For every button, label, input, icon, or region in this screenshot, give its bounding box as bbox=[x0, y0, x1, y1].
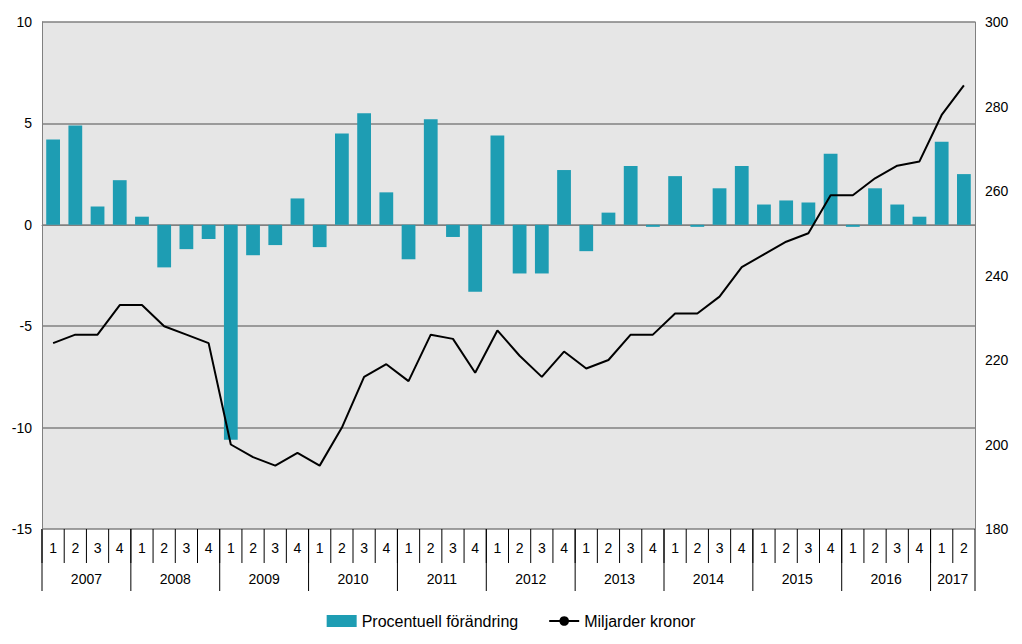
svg-text:4: 4 bbox=[205, 540, 213, 556]
svg-text:2009: 2009 bbox=[249, 571, 280, 587]
svg-text:4: 4 bbox=[382, 540, 390, 556]
svg-text:0: 0 bbox=[24, 217, 32, 233]
svg-text:2: 2 bbox=[71, 540, 79, 556]
svg-text:-15: -15 bbox=[12, 521, 32, 537]
svg-text:180: 180 bbox=[985, 521, 1009, 537]
svg-text:3: 3 bbox=[893, 540, 901, 556]
svg-text:4: 4 bbox=[916, 540, 924, 556]
svg-text:4: 4 bbox=[116, 540, 124, 556]
svg-text:2: 2 bbox=[605, 540, 613, 556]
svg-text:4: 4 bbox=[471, 540, 479, 556]
svg-text:2017: 2017 bbox=[937, 571, 968, 587]
svg-text:2010: 2010 bbox=[337, 571, 368, 587]
svg-text:2: 2 bbox=[516, 540, 524, 556]
svg-text:3: 3 bbox=[449, 540, 457, 556]
svg-text:300: 300 bbox=[985, 14, 1009, 30]
svg-text:200: 200 bbox=[985, 437, 1009, 453]
svg-text:220: 220 bbox=[985, 352, 1009, 368]
svg-text:2016: 2016 bbox=[871, 571, 902, 587]
svg-text:3: 3 bbox=[271, 540, 279, 556]
svg-text:1: 1 bbox=[938, 540, 946, 556]
svg-text:3: 3 bbox=[182, 540, 190, 556]
svg-text:2013: 2013 bbox=[604, 571, 635, 587]
svg-text:3: 3 bbox=[538, 540, 546, 556]
svg-text:1: 1 bbox=[316, 540, 324, 556]
svg-text:1: 1 bbox=[671, 540, 679, 556]
svg-text:1: 1 bbox=[582, 540, 590, 556]
svg-text:4: 4 bbox=[294, 540, 302, 556]
svg-text:2011: 2011 bbox=[427, 571, 457, 587]
svg-text:2: 2 bbox=[338, 540, 346, 556]
svg-text:3: 3 bbox=[804, 540, 812, 556]
svg-text:2007: 2007 bbox=[71, 571, 102, 587]
svg-text:2: 2 bbox=[782, 540, 790, 556]
svg-text:4: 4 bbox=[649, 540, 657, 556]
svg-text:1: 1 bbox=[405, 540, 413, 556]
svg-text:2008: 2008 bbox=[160, 571, 191, 587]
svg-text:1: 1 bbox=[138, 540, 146, 556]
svg-text:3: 3 bbox=[716, 540, 724, 556]
svg-text:4: 4 bbox=[738, 540, 746, 556]
svg-text:2012: 2012 bbox=[515, 571, 546, 587]
svg-text:2015: 2015 bbox=[782, 571, 813, 587]
svg-text:2: 2 bbox=[427, 540, 435, 556]
svg-text:3: 3 bbox=[360, 540, 368, 556]
svg-text:1: 1 bbox=[493, 540, 501, 556]
svg-text:4: 4 bbox=[827, 540, 835, 556]
svg-text:Procentuell förändring: Procentuell förändring bbox=[362, 613, 519, 630]
svg-text:2: 2 bbox=[871, 540, 879, 556]
svg-text:3: 3 bbox=[94, 540, 102, 556]
svg-text:1: 1 bbox=[49, 540, 57, 556]
svg-text:1: 1 bbox=[849, 540, 857, 556]
svg-text:-5: -5 bbox=[20, 318, 33, 334]
svg-text:280: 280 bbox=[985, 99, 1009, 115]
svg-text:5: 5 bbox=[24, 115, 32, 131]
svg-text:3: 3 bbox=[627, 540, 635, 556]
svg-text:-10: -10 bbox=[12, 420, 32, 436]
svg-text:2014: 2014 bbox=[693, 571, 724, 587]
svg-text:1: 1 bbox=[227, 540, 235, 556]
svg-text:2: 2 bbox=[160, 540, 168, 556]
svg-text:1: 1 bbox=[760, 540, 768, 556]
svg-text:2: 2 bbox=[960, 540, 968, 556]
svg-text:Miljarder kronor: Miljarder kronor bbox=[584, 613, 696, 630]
svg-text:2: 2 bbox=[693, 540, 701, 556]
svg-text:4: 4 bbox=[560, 540, 568, 556]
svg-text:240: 240 bbox=[985, 268, 1009, 284]
svg-text:10: 10 bbox=[16, 14, 32, 30]
svg-text:2: 2 bbox=[249, 540, 257, 556]
svg-text:260: 260 bbox=[985, 183, 1009, 199]
